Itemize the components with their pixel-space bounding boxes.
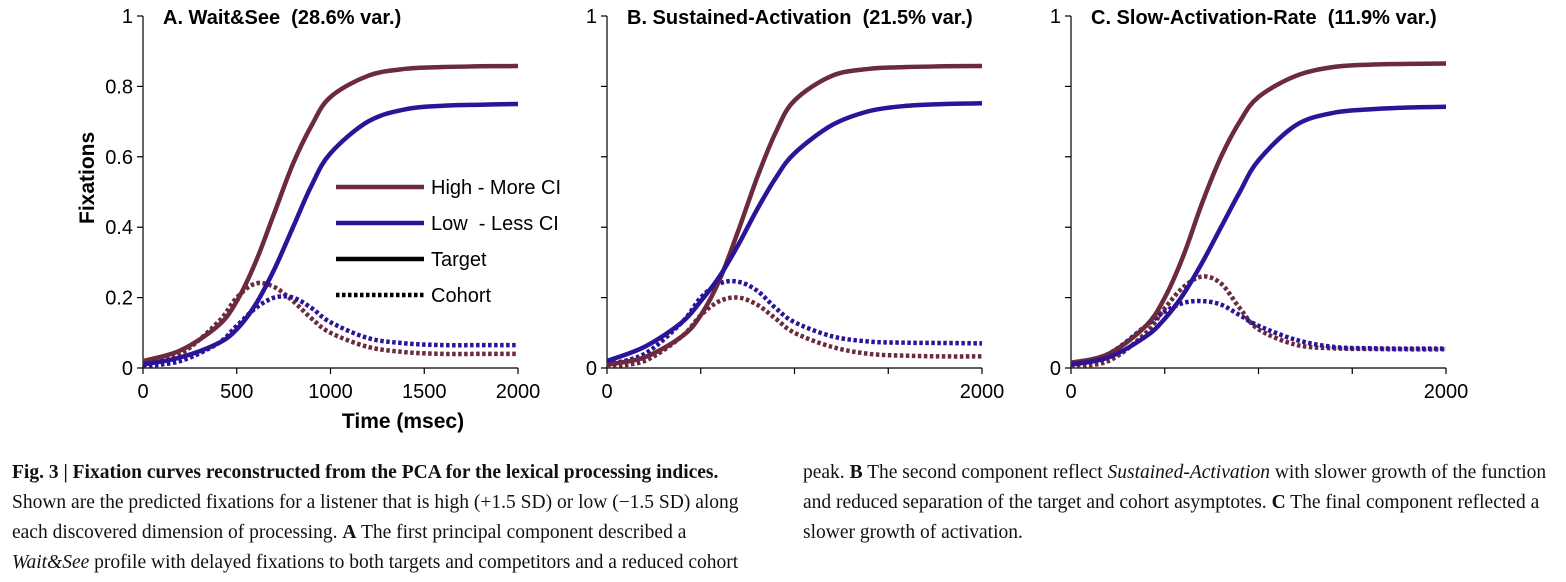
x-tick-label: 1500	[402, 381, 447, 403]
x-tick-label: 1000	[308, 381, 353, 403]
caption-text: The first principal component described …	[356, 522, 687, 543]
y-tick-label: 0	[586, 358, 597, 380]
chart-panel-a: 0 0.2 0.4 0.6 0.8 1 0 500 1000 1500 2000 A. Wait&Se…	[76, 6, 561, 433]
low-target-series-line	[606, 101, 983, 364]
caption-panel-c: C	[1271, 492, 1286, 513]
legend-label: High - More CI	[431, 177, 561, 199]
legend-label: Target	[431, 249, 487, 271]
x-tick-label: 0	[137, 381, 148, 403]
y-tick-label: 0.6	[105, 147, 133, 169]
caption-panel-b: B	[849, 462, 863, 483]
caption-emphasis: Wait&See	[12, 552, 90, 573]
chart-panel-b: 0 1 0 2000 B. Sustained-Activation (21.5% va…	[586, 6, 1004, 403]
low-cohort-series-line	[606, 278, 983, 367]
x-tick-label: 2000	[960, 381, 1005, 403]
high-cohort-series-line	[606, 295, 983, 369]
caption-label: Fig. 3 | Fixation curves reconstructed f…	[12, 462, 719, 483]
low-target-series-line	[1070, 104, 1447, 367]
y-tick-label: 0.4	[105, 217, 133, 239]
y-tick-label: 0	[1050, 358, 1061, 380]
y-tick-label: 0.8	[105, 76, 133, 98]
y-tick-label: 1	[122, 6, 133, 28]
legend: High - More CI Low - Less CI Target Cohort	[336, 177, 561, 307]
caption-text: Shown are the predicted fixations for a …	[12, 492, 739, 543]
x-tick-label: 500	[220, 381, 253, 403]
caption-text: The second component reflect	[862, 462, 1108, 483]
x-tick-label: 0	[1065, 381, 1076, 403]
caption-text: profile with delayed fixations to both t…	[89, 462, 850, 573]
low-cohort-series-line	[1070, 298, 1447, 367]
caption-text: with slower growth of the function and r…	[803, 462, 1547, 513]
y-tick-label: 0	[122, 358, 133, 380]
panel-title: B. Sustained-Activation (21.5% var.)	[627, 7, 973, 29]
caption-text: The final component reflected a slower g…	[803, 492, 1540, 543]
x-tick-label: 2000	[1424, 381, 1469, 403]
high-target-series-line	[142, 63, 519, 364]
legend-label: Cohort	[431, 285, 491, 307]
panel-title: C. Slow-Activation-Rate (11.9% var.)	[1091, 7, 1437, 29]
y-axis-label: Fixations	[76, 132, 99, 224]
panel-title: A. Wait&See (28.6% var.)	[163, 7, 401, 29]
y-tick-label: 0.2	[105, 288, 133, 310]
figure-caption: Fig. 3 | Fixation curves reconstructed f…	[12, 458, 1556, 578]
low-cohort-series-line	[142, 294, 518, 369]
x-tick-label: 2000	[496, 381, 541, 403]
y-tick-label: 1	[586, 6, 597, 28]
chart-panel-c: 0 1 0 2000 C. Slow-Activation-Rate (11.9% va…	[1050, 6, 1468, 403]
high-cohort-series-line	[142, 280, 518, 367]
high-target-series-line	[606, 63, 983, 367]
x-tick-label: 0	[601, 381, 612, 403]
legend-label: Low - Less CI	[431, 213, 559, 235]
y-tick-label: 1	[1050, 6, 1061, 28]
caption-emphasis: Sustained-Activation	[1107, 462, 1270, 483]
high-target-series-line	[1070, 61, 1447, 365]
caption-panel-a: A	[342, 522, 357, 543]
low-target-series-line	[142, 101, 519, 367]
x-axis-label: Time (msec)	[342, 410, 464, 433]
high-cohort-series-line	[1070, 274, 1447, 369]
